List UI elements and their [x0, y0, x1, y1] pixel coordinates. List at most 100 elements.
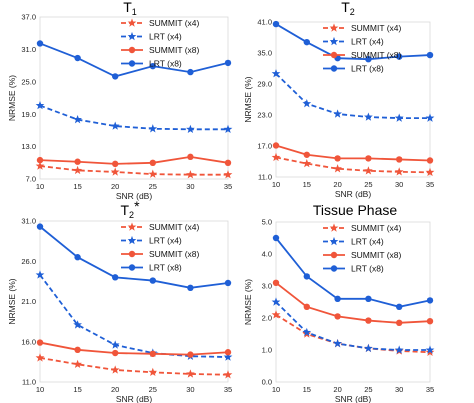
- y-tick-label: 4.0: [262, 250, 272, 259]
- series-line: [39, 356, 229, 376]
- data-point: [74, 254, 81, 261]
- data-point: [302, 158, 312, 168]
- data-point: [271, 310, 281, 319]
- data-point: [73, 165, 82, 175]
- data-point: [272, 20, 280, 28]
- legend-marker: [128, 264, 136, 271]
- data-point: [149, 350, 156, 358]
- data-point: [110, 121, 120, 130]
- series-line: [275, 23, 431, 61]
- series-summit-x4: [35, 161, 233, 179]
- legend-marker: [127, 235, 137, 245]
- series-line: [275, 237, 431, 308]
- data-point: [148, 169, 158, 178]
- y-tick-label: 2.0: [262, 314, 272, 323]
- y-tick-label: 17.0: [257, 142, 272, 151]
- series-line: [275, 73, 430, 119]
- data-point: [303, 38, 310, 46]
- legend-marker: [329, 223, 339, 232]
- legend-marker: [127, 222, 137, 231]
- series-lrt-x8: [36, 223, 232, 292]
- data-point: [112, 73, 119, 80]
- legend-marker: [329, 36, 339, 46]
- series-lrt-x4: [35, 100, 233, 134]
- chart-panel-1: T1 7.0 13.0 19.0 25.0 31.0 37.0 10 15 20 25 30 35 SNR…: [7, 0, 233, 201]
- x-tick-label: 15: [73, 385, 81, 394]
- data-point: [426, 297, 434, 304]
- x-tick-label: 30: [186, 182, 194, 191]
- data-point: [426, 51, 434, 59]
- data-point: [271, 69, 281, 78]
- data-point: [148, 367, 158, 377]
- data-point: [35, 161, 45, 170]
- data-point: [110, 365, 120, 374]
- series-line: [39, 274, 229, 358]
- chart-panel-4: Tissue Phase 0.0 1.0 2.0 3.0 4.0 5.0 10 15 20 25 30…: [243, 202, 435, 403]
- data-point: [302, 327, 312, 337]
- data-point: [334, 155, 341, 162]
- data-point: [224, 349, 232, 356]
- x-tick-label: 20: [111, 385, 119, 394]
- series-line: [39, 225, 229, 289]
- data-point: [149, 159, 156, 166]
- legend-marker: [329, 236, 339, 246]
- y-tick-label: 37.0: [21, 13, 36, 22]
- legend-label: LRT (x4): [149, 236, 182, 246]
- y-tick-label: 21.0: [21, 297, 36, 306]
- data-point: [149, 277, 156, 284]
- data-point: [365, 155, 372, 162]
- y-tick-label: 16.0: [21, 337, 36, 346]
- series-summit-x8: [272, 142, 434, 164]
- x-tick-label: 25: [364, 180, 372, 189]
- series-summit-x4: [35, 353, 233, 379]
- data-point: [36, 156, 44, 164]
- data-point: [364, 166, 373, 175]
- data-point: [74, 346, 81, 353]
- data-point: [224, 159, 232, 166]
- chart-title: Tissue Phase: [313, 202, 398, 218]
- y-tick-label: 29.0: [257, 80, 272, 89]
- legend-label: SUMMIT (x8): [351, 50, 402, 60]
- x-axis-label: SNR (dB): [116, 191, 153, 201]
- data-point: [224, 279, 232, 287]
- series-line: [39, 155, 229, 165]
- data-point: [365, 56, 372, 63]
- x-tick-label: 10: [36, 182, 44, 191]
- data-point: [302, 99, 312, 108]
- data-point: [35, 353, 45, 362]
- chart-title: T1: [123, 0, 137, 17]
- y-tick-label: 11.0: [258, 173, 272, 182]
- data-point: [394, 113, 404, 122]
- data-point: [110, 340, 120, 349]
- x-tick-label: 10: [272, 180, 280, 189]
- legend-marker: [330, 65, 338, 72]
- data-point: [35, 100, 45, 110]
- chart-panel-2: T2 11.0 17.0 23.0 29.0 35.0 41.0 10 15 20 25 30 35 SN…: [243, 0, 435, 199]
- data-point: [396, 156, 403, 163]
- series-line: [275, 301, 430, 351]
- legend-marker: [330, 251, 338, 259]
- data-point: [73, 359, 82, 369]
- y-tick-label: 35.0: [257, 49, 272, 58]
- legend-label: LRT (x4): [351, 37, 384, 47]
- data-point: [35, 270, 45, 279]
- data-point: [303, 151, 310, 158]
- legend-label: LRT (x8): [351, 264, 384, 274]
- x-tick-label: 15: [303, 385, 311, 394]
- series-summit-x8: [272, 279, 434, 326]
- y-tick-label: 0.0: [262, 378, 272, 387]
- data-point: [396, 319, 403, 326]
- x-tick-label: 15: [303, 180, 311, 189]
- y-tick-label: 23.0: [257, 111, 272, 120]
- x-tick-label: 35: [224, 182, 232, 191]
- data-point: [224, 59, 232, 67]
- series-line: [39, 165, 228, 176]
- data-point: [394, 167, 404, 176]
- series-summit-x4: [271, 152, 435, 177]
- series-lrt-x4: [271, 297, 435, 354]
- data-point: [271, 297, 281, 306]
- data-point: [396, 53, 403, 60]
- data-point: [425, 167, 435, 177]
- y-tick-label: 31.0: [21, 45, 36, 54]
- legend-marker: [127, 31, 137, 41]
